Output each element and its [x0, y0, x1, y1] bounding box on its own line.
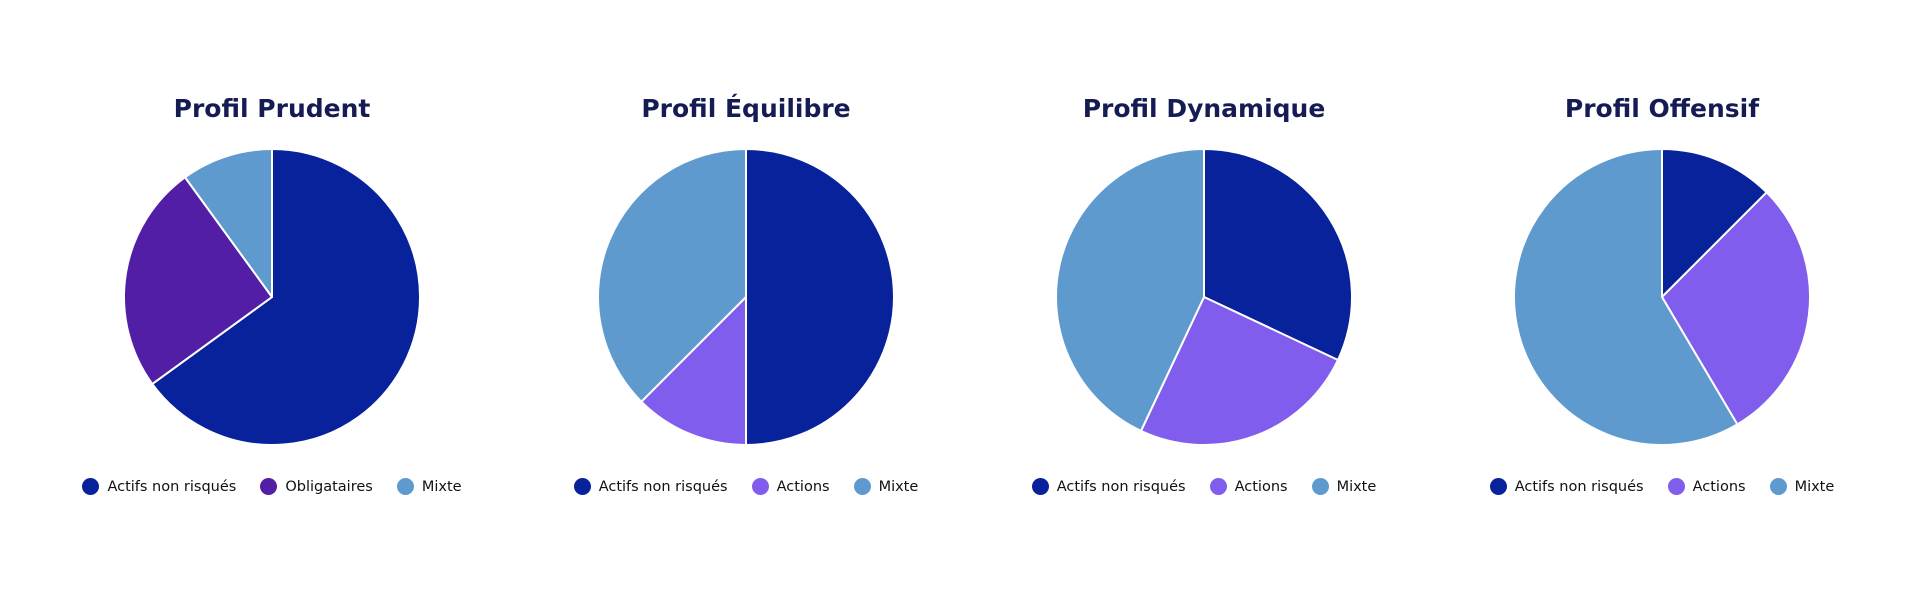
chart-title: Profil Prudent [173, 94, 371, 123]
legend-label: Mixte [1794, 478, 1835, 495]
legend-swatch [1489, 478, 1507, 495]
legend-swatch [1769, 478, 1787, 495]
chart-title: Profil Dynamique [1082, 94, 1326, 123]
legend-item-actions[interactable]: Actions [1667, 478, 1746, 495]
legend-item-mixte[interactable]: Mixte [1311, 478, 1377, 495]
pie-slice-mixte[interactable] [184, 148, 273, 298]
legend-label: Actions [1692, 478, 1746, 495]
legend-item-actifs-non-risques[interactable]: Actifs non risqués [1489, 478, 1644, 495]
legend-item-actifs-non-risques[interactable]: Actifs non risqués [573, 478, 728, 495]
legend-label: Obligataires [285, 478, 373, 495]
legend-item-actions[interactable]: Actions [751, 478, 830, 495]
legend-swatch [1209, 478, 1227, 495]
legend-item-actions[interactable]: Actions [1209, 478, 1288, 495]
pie-slice-actifs-non-risques[interactable] [1203, 148, 1353, 362]
pie-chart-prudent [123, 148, 422, 446]
legend-swatch [396, 478, 414, 495]
legend-label: Actifs non risqués [1514, 478, 1644, 495]
legend-item-mixte[interactable]: Mixte [396, 478, 462, 495]
pie-slice-mixte[interactable] [1513, 148, 1739, 446]
pie-slice-obligataires[interactable] [123, 176, 273, 385]
legend-label: Mixte [878, 478, 919, 495]
legend-swatch [1031, 478, 1049, 495]
legend-swatch [1311, 478, 1329, 495]
legend-swatch [751, 478, 769, 495]
pie-slice-actifs-non-risques[interactable] [745, 148, 895, 446]
legend-swatch [573, 478, 591, 495]
chart-panel-dynamique: Profil Dynamique Actifs non risqués Acti… [964, 0, 1444, 601]
pie-slice-actifs-non-risques[interactable] [1661, 148, 1768, 298]
legend-item-obligataires[interactable]: Obligataires [260, 478, 373, 495]
pie-slice-actions[interactable] [1139, 296, 1339, 446]
legend-item-actifs-non-risques[interactable]: Actifs non risqués [82, 478, 236, 495]
legend: Actifs non risqués Actions Mixte [1422, 478, 1902, 495]
legend-label: Mixte [421, 478, 462, 495]
legend-swatch [82, 478, 100, 495]
legend: Actifs non risqués Obligataires Mixte [32, 478, 512, 495]
legend-item-actifs-non-risques[interactable]: Actifs non risqués [1031, 478, 1186, 495]
legend-item-mixte[interactable]: Mixte [853, 478, 919, 495]
pie-slice-actions[interactable] [1661, 191, 1811, 426]
legend-label: Mixte [1336, 478, 1377, 495]
legend-item-mixte[interactable]: Mixte [1769, 478, 1835, 495]
legend-label: Actifs non risqués [107, 478, 237, 495]
pie-chart-dynamique [1055, 148, 1353, 446]
legend-label: Actifs non risqués [1056, 478, 1186, 495]
chart-panel-offensif: Profil Offensif Actifs non risqués Actio… [1422, 0, 1902, 601]
chart-title: Profil Offensif [1564, 94, 1760, 123]
pie-chart-equilibre [597, 148, 895, 446]
legend-swatch [853, 478, 871, 495]
legend-label: Actions [1234, 478, 1288, 495]
pie-slice-mixte[interactable] [597, 148, 747, 403]
pie-chart-offensif [1513, 148, 1811, 446]
legend-swatch [1667, 478, 1685, 495]
legend: Actifs non risqués Actions Mixte [964, 478, 1444, 495]
legend-label: Actifs non risqués [598, 478, 728, 495]
pie-slice-mixte[interactable] [1055, 148, 1205, 432]
chart-title: Profil Équilibre [641, 94, 851, 123]
legend-swatch [260, 478, 278, 495]
legend: Actifs non risqués Actions Mixte [506, 478, 986, 495]
chart-panel-equilibre: Profil Équilibre Actifs non risqués Acti… [506, 0, 986, 601]
pie-slice-actifs-non-risques[interactable] [151, 148, 422, 446]
chart-panel-prudent: Profil Prudent Actifs non risqués Obliga… [32, 0, 512, 601]
legend-label: Actions [776, 478, 830, 495]
pie-slice-actions[interactable] [640, 296, 747, 446]
